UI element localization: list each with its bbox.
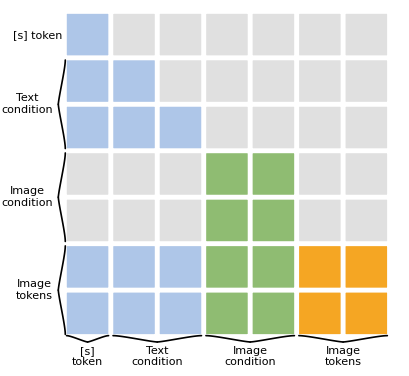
Text: Image
condition: Image condition	[2, 186, 53, 208]
FancyBboxPatch shape	[297, 12, 341, 57]
Text: Image
tokens: Image tokens	[324, 346, 361, 367]
FancyBboxPatch shape	[251, 199, 295, 243]
FancyBboxPatch shape	[204, 106, 248, 150]
FancyBboxPatch shape	[204, 291, 248, 335]
FancyBboxPatch shape	[251, 59, 295, 103]
FancyBboxPatch shape	[344, 12, 387, 57]
FancyBboxPatch shape	[344, 291, 387, 335]
FancyBboxPatch shape	[204, 12, 248, 57]
FancyBboxPatch shape	[297, 152, 341, 196]
Text: [s]
token: [s] token	[72, 346, 103, 367]
FancyBboxPatch shape	[65, 59, 109, 103]
FancyBboxPatch shape	[297, 106, 341, 150]
FancyBboxPatch shape	[158, 199, 202, 243]
FancyBboxPatch shape	[344, 199, 387, 243]
Text: Image
condition: Image condition	[224, 346, 275, 367]
FancyBboxPatch shape	[158, 59, 202, 103]
FancyBboxPatch shape	[344, 245, 387, 289]
FancyBboxPatch shape	[297, 245, 341, 289]
FancyBboxPatch shape	[112, 291, 156, 335]
FancyBboxPatch shape	[65, 152, 109, 196]
FancyBboxPatch shape	[158, 245, 202, 289]
FancyBboxPatch shape	[344, 106, 387, 150]
Text: Image
tokens: Image tokens	[16, 279, 53, 301]
FancyBboxPatch shape	[112, 106, 156, 150]
FancyBboxPatch shape	[65, 12, 109, 57]
FancyBboxPatch shape	[204, 199, 248, 243]
FancyBboxPatch shape	[204, 59, 248, 103]
FancyBboxPatch shape	[251, 291, 295, 335]
FancyBboxPatch shape	[112, 199, 156, 243]
Text: [s] token: [s] token	[13, 30, 63, 39]
FancyBboxPatch shape	[112, 245, 156, 289]
FancyBboxPatch shape	[251, 12, 295, 57]
FancyBboxPatch shape	[344, 152, 387, 196]
FancyBboxPatch shape	[251, 106, 295, 150]
FancyBboxPatch shape	[65, 199, 109, 243]
FancyBboxPatch shape	[251, 245, 295, 289]
FancyBboxPatch shape	[65, 291, 109, 335]
FancyBboxPatch shape	[204, 152, 248, 196]
Text: Text
condition: Text condition	[2, 94, 53, 115]
FancyBboxPatch shape	[65, 245, 109, 289]
FancyBboxPatch shape	[158, 291, 202, 335]
FancyBboxPatch shape	[158, 152, 202, 196]
FancyBboxPatch shape	[158, 12, 202, 57]
FancyBboxPatch shape	[158, 106, 202, 150]
FancyBboxPatch shape	[297, 59, 341, 103]
FancyBboxPatch shape	[297, 291, 341, 335]
FancyBboxPatch shape	[204, 245, 248, 289]
FancyBboxPatch shape	[112, 152, 156, 196]
Text: Text
condition: Text condition	[131, 346, 183, 367]
FancyBboxPatch shape	[65, 106, 109, 150]
FancyBboxPatch shape	[297, 199, 341, 243]
FancyBboxPatch shape	[251, 152, 295, 196]
FancyBboxPatch shape	[344, 59, 387, 103]
FancyBboxPatch shape	[112, 12, 156, 57]
FancyBboxPatch shape	[112, 59, 156, 103]
